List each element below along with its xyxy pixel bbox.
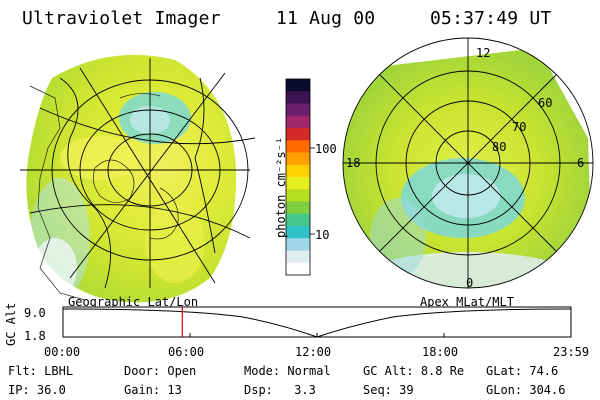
- info-mode: Mode: Normal: [244, 364, 331, 378]
- info-ip-label: IP:: [8, 383, 30, 397]
- geographic-caption: Geographic Lat/Lon: [68, 295, 199, 309]
- colorbar-stripe: [286, 250, 310, 264]
- info-mode-value: Normal: [287, 364, 331, 378]
- colorbar-stripe: [286, 177, 310, 190]
- info-door-label: Door:: [124, 364, 161, 378]
- colorbar-tick-10: 10: [315, 228, 330, 242]
- colorbar-stripe: [286, 91, 310, 104]
- mlt-label-18: 18: [346, 156, 361, 170]
- info-seq: Seq: 39: [363, 383, 414, 397]
- info-glat-value: 74.6: [529, 364, 559, 378]
- mlt-label-6: 6: [577, 156, 585, 170]
- info-glon-value: 304.6: [529, 383, 566, 397]
- mlat-label-70: 70: [512, 120, 527, 134]
- colorbar-stripe: [286, 226, 310, 239]
- colorbar-stripe: [286, 262, 310, 276]
- info-gc-alt: GC Alt: 8.8 Re: [363, 364, 464, 378]
- image-date: 11 Aug 00: [276, 8, 376, 29]
- info-seq-value: 39: [399, 383, 414, 397]
- app-title: Ultraviolet Imager: [22, 8, 221, 29]
- info-flt: Flt: LBHL: [8, 364, 73, 378]
- mlat-label-60: 60: [538, 96, 553, 110]
- info-mode-label: Mode:: [244, 364, 281, 378]
- colorbar-stripe: [286, 213, 310, 227]
- info-glon-label: GLon:: [486, 383, 523, 397]
- gc-alt-plot: [62, 306, 572, 338]
- info-glon: GLon: 304.6: [486, 383, 565, 397]
- info-ip: IP: 36.0: [8, 383, 66, 397]
- gc-alt-tick-low: 1.8: [24, 329, 46, 343]
- gc-alt-ylabel: GC Alt: [4, 302, 18, 346]
- info-gain-label: Gain:: [124, 383, 161, 397]
- info-dsp: Dsp: 3.3: [244, 383, 316, 397]
- apex-caption: Apex MLat/MLT: [420, 295, 514, 309]
- geographic-image: [20, 54, 256, 303]
- colorbar-tick-100: 100: [315, 142, 337, 156]
- time-tick-0000: 00:00: [44, 345, 81, 359]
- colorbar-stripe: [286, 140, 310, 153]
- colorbar-stripe: [286, 201, 310, 215]
- colorbar: [285, 78, 315, 276]
- colorbar-stripe: [286, 128, 310, 141]
- colorbar-stripe: [286, 115, 310, 129]
- colorbar-stripe: [286, 164, 310, 178]
- colorbar-stripe: [286, 79, 310, 92]
- info-door: Door: Open: [124, 364, 196, 378]
- info-glat-label: GLat:: [486, 364, 523, 378]
- info-dsp-value: 3.3: [294, 383, 316, 397]
- mlt-label-12: 12: [476, 46, 491, 60]
- time-tick-2359: 23:59: [553, 345, 590, 359]
- colorbar-unit-label: photon cm⁻²s⁻¹: [274, 136, 288, 238]
- colorbar-stripe: [286, 152, 310, 166]
- colorbar-stripes: [286, 79, 310, 276]
- info-glat: GLat: 74.6: [486, 364, 558, 378]
- colorbar-stripe: [286, 238, 310, 251]
- info-flt-value: LBHL: [44, 364, 74, 378]
- info-gc-alt-label: GC Alt:: [363, 364, 414, 378]
- info-gc-alt-value: 8.8 Re: [420, 364, 465, 378]
- time-tick-1200: 12:00: [295, 345, 332, 359]
- apex-image: [342, 37, 594, 289]
- colorbar-stripe: [286, 189, 310, 202]
- mlat-label-80: 80: [492, 140, 507, 154]
- info-gain: Gain: 13: [124, 383, 182, 397]
- mlt-label-0: 0: [466, 276, 474, 290]
- info-gain-value: 13: [167, 383, 182, 397]
- image-time: 05:37:49 UT: [430, 8, 552, 29]
- time-tick-0600: 06:00: [168, 345, 205, 359]
- gc-alt-tick-high: 9.0: [24, 306, 46, 320]
- info-seq-label: Seq:: [363, 383, 392, 397]
- colorbar-stripe: [286, 103, 310, 117]
- info-dsp-label: Dsp:: [244, 383, 273, 397]
- info-flt-label: Flt:: [8, 364, 37, 378]
- info-door-value: Open: [167, 364, 197, 378]
- time-tick-1800: 18:00: [422, 345, 459, 359]
- info-ip-value: 36.0: [36, 383, 66, 397]
